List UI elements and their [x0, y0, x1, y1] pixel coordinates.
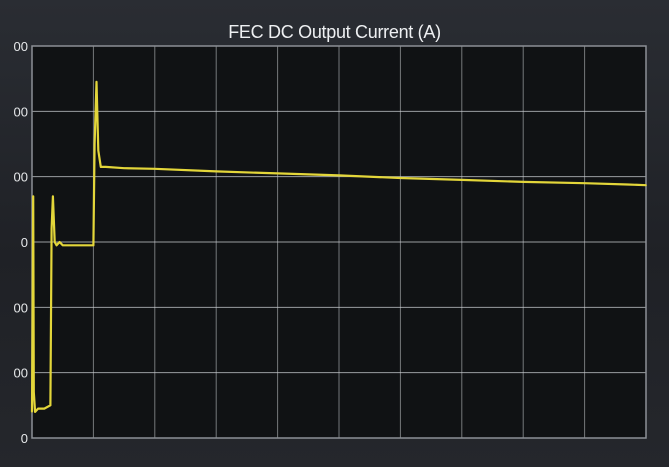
y-tick-label: 0	[21, 235, 28, 250]
series-point	[31, 411, 33, 413]
series-point	[52, 195, 54, 198]
series-point	[522, 181, 524, 183]
series-point	[104, 166, 107, 168]
series-point	[95, 81, 98, 83]
y-tick-label: 00	[14, 170, 28, 185]
chart-title: FEC DC Output Current (A)	[228, 22, 441, 42]
series-point	[97, 149, 100, 152]
series-point	[58, 241, 61, 243]
series-point	[461, 179, 463, 181]
y-tick-label: 0	[21, 431, 28, 446]
y-tick-label: 00	[14, 104, 28, 119]
y-tick-label: 00	[14, 300, 28, 315]
series-point	[32, 195, 35, 198]
series-point	[53, 241, 56, 243]
series-point	[626, 183, 629, 186]
series-point	[80, 244, 82, 247]
series-point	[61, 244, 64, 247]
series-line	[30, 80, 647, 413]
series-point	[645, 184, 647, 186]
series-point	[154, 168, 156, 170]
series-point	[68, 244, 70, 247]
y-tick-label: 00	[14, 39, 28, 54]
series-point	[276, 172, 279, 175]
series-point	[50, 228, 53, 230]
series-point	[583, 182, 586, 184]
series-point	[215, 170, 217, 173]
y-tick-label: 00	[14, 366, 28, 381]
series-point	[338, 174, 340, 177]
series-point	[43, 407, 46, 410]
series-point	[399, 177, 402, 179]
series-point	[49, 404, 52, 407]
series-point	[123, 167, 125, 169]
series-point	[34, 411, 36, 413]
series-point	[93, 143, 96, 145]
series-point	[33, 391, 35, 394]
series-point	[37, 407, 39, 410]
series-group	[30, 80, 647, 413]
series-point	[92, 244, 95, 247]
series-point	[55, 244, 58, 247]
series-point	[99, 166, 102, 168]
